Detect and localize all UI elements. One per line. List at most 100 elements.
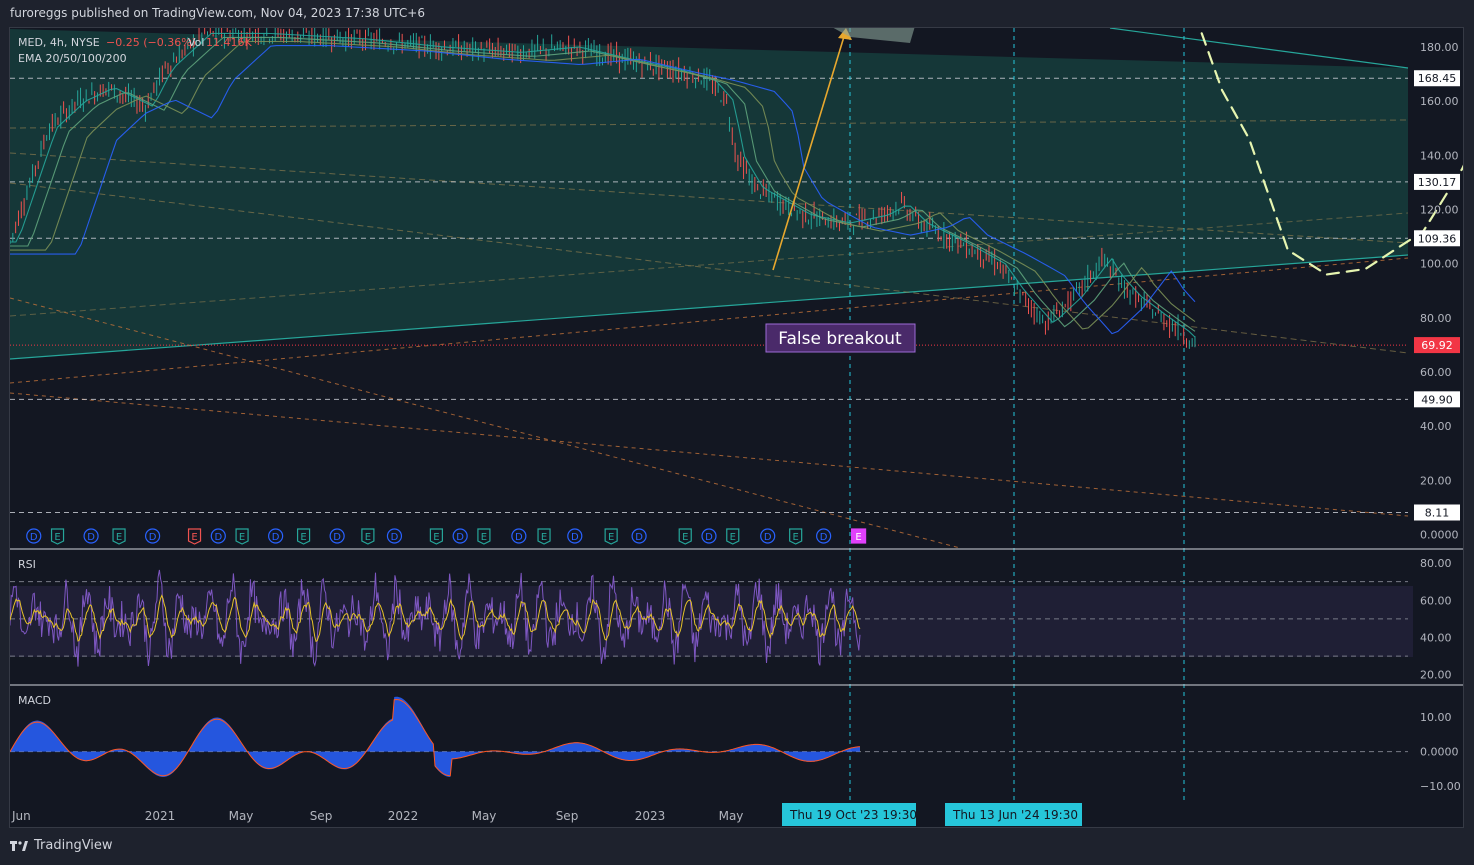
dashed-trendline[interactable] xyxy=(9,119,1409,129)
price-tick-label: 0.0000 xyxy=(1420,528,1459,541)
rsi-axis[interactable]: 80.00 60.00 40.00 20.00 xyxy=(1420,557,1452,682)
chart-canvas[interactable]: D E D E D E D E D E D E D E D E D E D E D E D E D E D E False break… xyxy=(9,13,1474,827)
event-badge-label: E xyxy=(54,532,60,543)
ema-line xyxy=(10,40,1196,330)
rsi-line xyxy=(9,569,861,668)
price-tick-label: 140.00 xyxy=(1420,149,1459,162)
price-pane[interactable]: D E D E D E D E D E D E D E D E D E D E D E D E D E D E False break… xyxy=(9,13,1474,800)
price-series[interactable] xyxy=(9,20,1196,349)
price-tick-label: 160.00 xyxy=(1420,95,1459,108)
dashed-trendline[interactable] xyxy=(9,152,1409,244)
macd-tick-label: 10.00 xyxy=(1420,711,1452,724)
macd-series xyxy=(9,696,1408,777)
event-badge-label: D xyxy=(456,532,464,543)
earnings-badge xyxy=(726,528,740,545)
price-tick-label: 80.00 xyxy=(1420,312,1452,325)
false-breakout-annotation[interactable]: False breakout xyxy=(765,323,916,353)
macd-tick-label: 0.0000 xyxy=(1420,746,1459,759)
event-badge-label: E xyxy=(855,532,861,543)
event-badge-label: D xyxy=(149,532,157,543)
dividend-badge xyxy=(452,528,468,544)
false-breakout-label: False breakout xyxy=(778,329,902,349)
price-level-tag xyxy=(1414,230,1460,247)
macd-title: MACD xyxy=(18,694,51,707)
channel-upper-trendline[interactable] xyxy=(1109,27,1409,69)
event-badge-label: E xyxy=(730,532,736,543)
dashed-trendline[interactable] xyxy=(9,392,1409,517)
event-badge-label: E xyxy=(365,532,371,543)
ema-line xyxy=(10,45,1196,335)
time-axis[interactable]: Jun 2021 May Sep 2022 May Sep 2023 May Thu 19 Oct… xyxy=(11,803,1082,826)
event-badge-label: D xyxy=(391,532,399,543)
event-badge-label: D xyxy=(705,532,713,543)
dividend-badge xyxy=(26,528,42,544)
earnings-badge xyxy=(296,528,311,545)
horizontal-levels xyxy=(10,77,1408,513)
rsi-tick-label: 60.00 xyxy=(1420,594,1452,607)
price-axis[interactable]: 180.00 160.00 140.00 120.00 100.00 80.00 60.00… xyxy=(1414,41,1460,542)
event-badge-label: D xyxy=(820,532,828,543)
earnings-badge xyxy=(604,528,618,545)
rsi-pane[interactable]: RSI 80.00 60.00 40.00 20.00 xyxy=(9,557,1452,682)
projection-curve xyxy=(1193,13,1474,276)
earnings-badge xyxy=(537,528,551,545)
time-tick-label: May xyxy=(719,809,744,823)
rsi-tick-label: 20.00 xyxy=(1420,669,1452,682)
legend-volume-label: Vol xyxy=(188,36,204,49)
target-arrow-line xyxy=(772,29,847,271)
time-tick-label: Sep xyxy=(310,809,333,823)
rsi-tick-label: 40.00 xyxy=(1420,631,1452,644)
dividend-badge xyxy=(386,528,403,544)
event-badge-label: E xyxy=(481,532,487,543)
event-badge-label: D xyxy=(635,532,643,543)
price-level-tag-label: 168.45 xyxy=(1418,72,1457,85)
macd-axis[interactable]: 10.00 0.0000 −10.00 xyxy=(1420,711,1461,793)
projection-path[interactable] xyxy=(1193,13,1474,276)
event-badge-label: E xyxy=(541,532,547,543)
earnings-badge xyxy=(789,528,803,545)
rsi-title: RSI xyxy=(18,558,36,571)
footer-brand: TradingView xyxy=(34,838,113,853)
dividend-badge xyxy=(210,528,226,544)
event-badge-label: D xyxy=(515,532,523,543)
rsi-series xyxy=(9,569,861,668)
dashed-trendline[interactable] xyxy=(9,297,961,549)
price-tick-label: 120.00 xyxy=(1420,203,1459,216)
event-badge-label: D xyxy=(571,532,579,543)
dashed-trendline[interactable] xyxy=(9,257,1409,384)
dividend-badge xyxy=(511,528,527,544)
earnings-badge xyxy=(187,528,202,545)
macd-tick-label: −10.00 xyxy=(1420,780,1461,793)
dividend-badge xyxy=(144,528,161,544)
price-level-tag-label: 8.11 xyxy=(1425,506,1450,519)
legend-symbol: MED, 4h, NYSE xyxy=(18,36,100,49)
price-level-tag xyxy=(1414,70,1460,87)
price-tick-label: 20.00 xyxy=(1420,474,1452,487)
target-arrow[interactable] xyxy=(772,26,915,271)
price-level-tag xyxy=(1414,391,1460,408)
time-tick-label: Sep xyxy=(556,809,579,823)
chart-frame[interactable]: D E D E D E D E D E D E D E D E D E D E D E D E D E D E False break… xyxy=(9,13,1474,828)
dashed-trendline[interactable] xyxy=(9,212,1409,317)
time-tick-label: May xyxy=(229,809,254,823)
price-level-tag xyxy=(1414,173,1460,190)
last-price-tag xyxy=(1414,337,1460,354)
time-tick-label: 2021 xyxy=(145,809,176,823)
channel-lower-trendline[interactable] xyxy=(9,254,1409,360)
price-level-tag-label: 130.17 xyxy=(1418,176,1457,189)
last-price-tag-label: 69.92 xyxy=(1421,339,1453,352)
event-badge-label: E xyxy=(300,532,306,543)
publisher-line: furoreggs published on TradingView.com, … xyxy=(10,6,425,20)
event-badge-label: D xyxy=(333,532,341,543)
price-tick-label: 60.00 xyxy=(1420,366,1452,379)
earnings-badge xyxy=(235,528,249,545)
price-tick-label: 180.00 xyxy=(1420,41,1459,54)
macd-pane[interactable]: MACD 10.00 0.0000 −10.00 xyxy=(9,694,1461,793)
earnings-badge xyxy=(361,528,375,545)
price-tick-label: 40.00 xyxy=(1420,420,1452,433)
event-badge-label: E xyxy=(116,532,122,543)
price-level-tag-label: 49.90 xyxy=(1421,393,1453,406)
price-tick-label: 100.00 xyxy=(1420,258,1459,271)
macd-line xyxy=(9,698,861,777)
